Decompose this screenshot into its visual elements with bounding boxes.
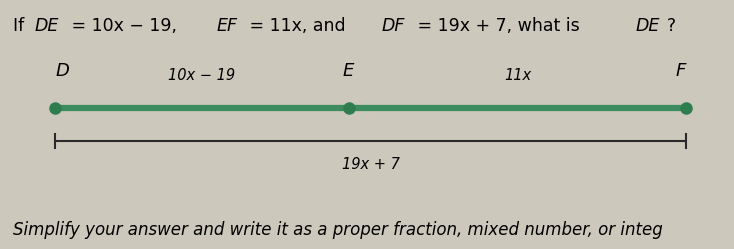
Text: D: D [55,62,69,80]
Text: F: F [676,62,686,80]
Text: 10x − 19: 10x − 19 [168,68,236,83]
Text: DE: DE [636,17,660,35]
Text: 11x: 11x [504,68,531,83]
Text: Simplify your answer and write it as a proper fraction, mixed number, or integ: Simplify your answer and write it as a p… [13,221,663,239]
Text: DE: DE [34,17,59,35]
Text: DF: DF [382,17,405,35]
Text: If: If [13,17,30,35]
Text: 19x + 7: 19x + 7 [342,157,399,172]
Text: EF: EF [217,17,238,35]
Text: = 19x + 7, what is: = 19x + 7, what is [412,17,585,35]
Text: E: E [343,62,355,80]
Text: ?: ? [667,17,676,35]
Text: = 11x, and: = 11x, and [244,17,351,35]
Text: = 10x − 19,: = 10x − 19, [66,17,183,35]
